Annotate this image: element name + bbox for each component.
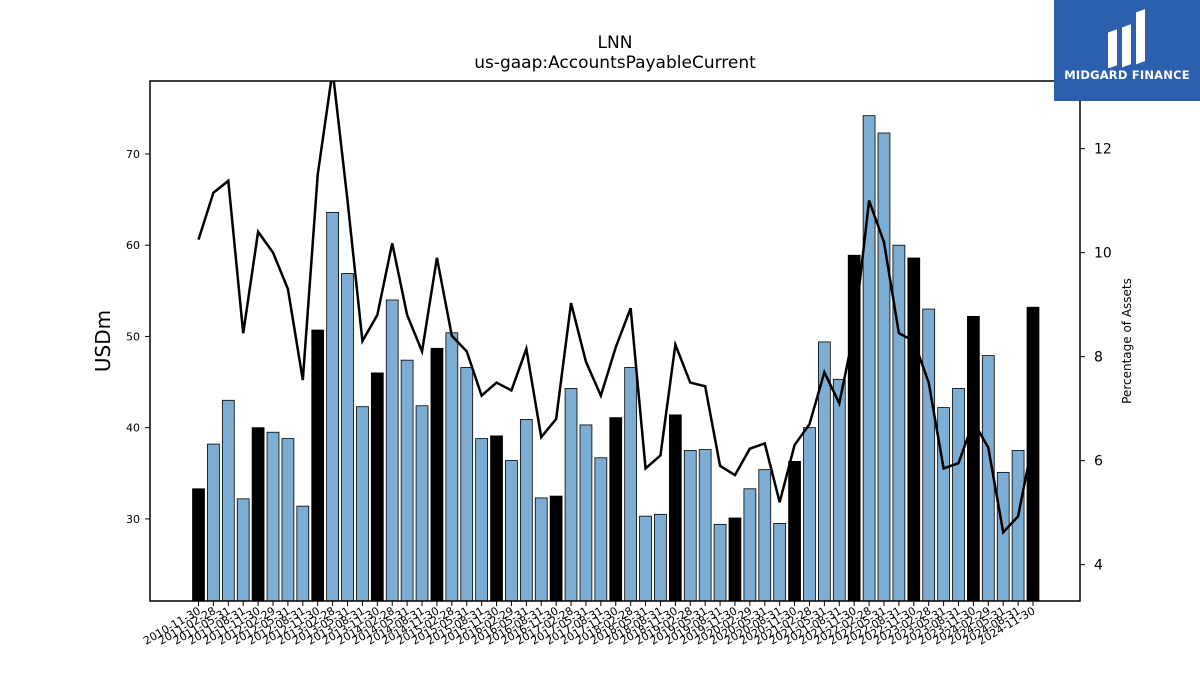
- y-axis-left: 30 40 50 60 70: [126, 148, 150, 526]
- y-tick-label: 40: [126, 422, 140, 435]
- bar-2015-05-31: [460, 367, 474, 602]
- bar-2021-08-31: [832, 378, 846, 602]
- bar-2021-11-30: [847, 254, 861, 602]
- bar-2011-02-28: [207, 443, 220, 602]
- y2-tick-label: 4: [1094, 558, 1103, 574]
- bar-2018-11-30: [669, 414, 682, 602]
- bar-2014-08-31: [415, 405, 429, 602]
- logo: MIDGARD FINANCE: [1054, 0, 1200, 101]
- bar-2022-08-31: [892, 244, 906, 602]
- bar-2010-11-30: [192, 488, 205, 602]
- bar-2017-11-30: [609, 417, 623, 602]
- y2-tick-label: 10: [1094, 246, 1112, 262]
- bar-2015-08-31: [475, 438, 488, 602]
- bar-2022-11-30: [907, 257, 921, 602]
- bar-2013-11-30: [370, 372, 384, 602]
- line-series: [197, 81, 1035, 536]
- bar-2020-11-30: [788, 461, 801, 602]
- bar-2021-02-28: [803, 427, 816, 602]
- bar-2023-05-31: [937, 407, 950, 602]
- bar-2016-11-30: [549, 495, 563, 602]
- y2-tick-label: 6: [1094, 454, 1103, 470]
- y-tick-label: 30: [126, 513, 140, 526]
- x-axis: 2010-11-302011-02-282011-05-312011-08-31…: [141, 601, 1038, 648]
- bar-2024-08-31: [1011, 450, 1025, 602]
- bar-2012-11-30: [311, 329, 325, 602]
- midgard-logo-icon: [1108, 9, 1145, 68]
- bar-2020-02-29: [743, 488, 757, 602]
- bar-2012-02-29: [266, 431, 280, 602]
- y-axis-label: USDm: [91, 310, 115, 372]
- bar-2016-08-31: [534, 497, 548, 602]
- bar-2024-05-31: [996, 471, 1010, 602]
- bar-2011-11-30: [251, 427, 265, 602]
- bar-2017-02-28: [564, 388, 578, 602]
- bar-2017-08-31: [594, 457, 608, 602]
- y-tick-label: 50: [126, 330, 140, 343]
- bar-2019-05-31: [698, 449, 712, 602]
- bar-2023-02-28: [922, 308, 936, 602]
- bar-2019-11-30: [728, 517, 742, 602]
- bar-2019-08-31: [713, 523, 727, 602]
- bar-series: [192, 115, 1040, 602]
- bar-2014-02-28: [385, 299, 399, 602]
- bar-2012-08-31: [296, 505, 310, 602]
- bar-2017-05-31: [579, 424, 593, 602]
- y2-tick-label: 12: [1094, 142, 1112, 158]
- bar-2020-05-31: [758, 469, 772, 602]
- chart-subtitle: us-gaap:AccountsPayableCurrent: [474, 53, 756, 73]
- y-tick-label: 70: [126, 148, 140, 161]
- percentage-line: [197, 81, 1035, 536]
- bar-2012-05-31: [281, 438, 295, 602]
- bar-2014-11-30: [430, 347, 444, 602]
- bar-2011-08-31: [236, 498, 250, 602]
- bar-2013-02-28: [326, 211, 339, 602]
- bar-2023-11-30: [967, 315, 980, 602]
- bar-2022-02-28: [862, 115, 876, 602]
- bar-2020-08-31: [773, 523, 787, 602]
- y2-tick-label: 8: [1094, 350, 1103, 366]
- bar-2019-02-28: [683, 450, 697, 602]
- logo-text: MIDGARD FINANCE: [1064, 68, 1190, 82]
- bar-2014-05-31: [400, 359, 414, 602]
- bar-2018-05-31: [639, 515, 652, 602]
- bar-2013-08-31: [356, 406, 369, 602]
- bar-2016-02-29: [505, 460, 518, 602]
- bar-2024-11-30: [1026, 306, 1040, 602]
- bar-2022-05-31: [877, 132, 891, 602]
- bar-2016-05-31: [519, 419, 533, 602]
- bar-2015-11-30: [490, 435, 503, 602]
- bar-2013-05-31: [341, 273, 354, 602]
- bar-2023-08-31: [952, 388, 965, 602]
- bar-2011-05-31: [221, 399, 235, 602]
- y-axis-right: 4 6 8 10 12: [1080, 142, 1112, 574]
- plot-frame: [149, 80, 1081, 602]
- bar-2018-08-31: [654, 513, 667, 602]
- chart-title: LNN: [598, 33, 633, 53]
- y2-axis-label: Percentage of Assets: [1120, 278, 1134, 404]
- bar-2015-02-28: [445, 332, 459, 602]
- bar-2018-02-28: [624, 367, 638, 602]
- y-tick-label: 60: [126, 239, 140, 252]
